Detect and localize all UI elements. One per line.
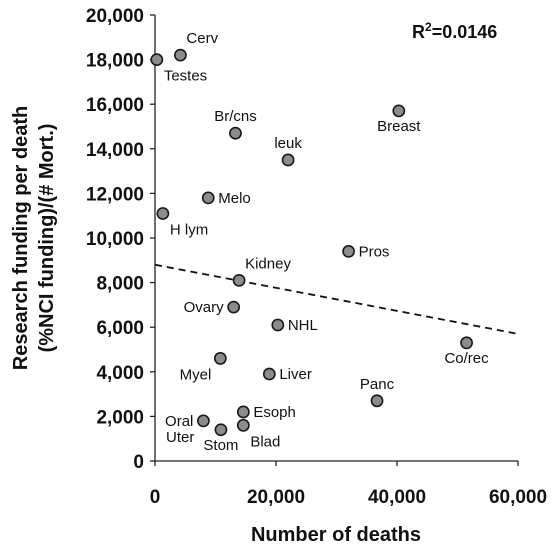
point-label: Pros [359,243,390,260]
y-tick-label: 8,000 [96,274,144,295]
y-axis-title-line-1: Research funding per death [10,106,32,371]
data-point [228,302,239,313]
x-tick-label: 40,000 [368,487,426,508]
y-tick-label: 4,000 [96,363,144,384]
y-tick-label: 0 [133,452,144,473]
y-tick-label: 14,000 [86,140,144,161]
point-label: Blad [250,433,280,450]
y-tick-label: 12,000 [86,184,144,205]
data-point [283,154,294,165]
data-point [272,319,283,330]
data-point [343,246,354,257]
point-label: Cerv [186,30,218,47]
point-label: leuk [274,135,302,152]
point-label: Stom [203,437,238,454]
r-squared-value: =0.0146 [432,22,498,42]
data-point [215,424,226,435]
y-ticks: 0 2,000 4,000 6,000 8,000 10,000 12,000 14,000 1… [86,6,155,473]
point-label: Br/cns [214,108,257,125]
data-point [175,50,186,61]
point-label: H lym [170,221,208,238]
y-tick-label: 18,000 [86,51,144,72]
y-tick-label: 6,000 [96,318,144,339]
data-point [461,337,472,348]
x-ticks: 0 20,000 40,000 60,000 [150,461,547,508]
point-label: Co/rec [444,350,489,367]
data-point [198,415,209,426]
point-label: Ovary [184,299,225,316]
y-tick-label: 20,000 [86,6,144,27]
axes [155,15,518,461]
point-label: Uter [166,429,194,446]
data-point [151,54,162,65]
data-point [264,368,275,379]
data-point [238,420,249,431]
point-label: Oral [165,413,193,430]
data-point [233,275,244,286]
point-label: Breast [377,118,421,135]
data-point [230,128,241,139]
x-tick-label: 0 [150,487,161,508]
data-point [203,192,214,203]
r-squared-annotation: R2=0.0146 [412,20,497,42]
data-point [215,353,226,364]
x-tick-label: 20,000 [247,487,305,508]
x-tick-label: 60,000 [489,487,547,508]
point-label: Kidney [245,255,291,272]
point-label: Liver [279,366,312,383]
y-tick-label: 2,000 [96,407,144,428]
point-label: Testes [164,68,207,85]
point-label: Panc [360,376,395,393]
point-labels: Cerv Testes Breast Br/cns leuk Melo H lym Pros K… [164,30,489,454]
r-squared-prefix: R [412,22,425,42]
x-axis-title: Number of deaths [251,524,421,546]
data-point [393,105,404,116]
y-tick-label: 16,000 [86,95,144,116]
data-point [371,395,382,406]
y-axis-title-line-2: (%NCI funding)/(# Mort.) [36,124,58,353]
point-label: NHL [288,317,318,334]
y-tick-label: 10,000 [86,229,144,250]
data-point [157,208,168,219]
point-label: Melo [218,190,251,207]
point-label: Esoph [253,404,296,421]
data-point [238,406,249,417]
point-label: Myel [180,366,212,383]
